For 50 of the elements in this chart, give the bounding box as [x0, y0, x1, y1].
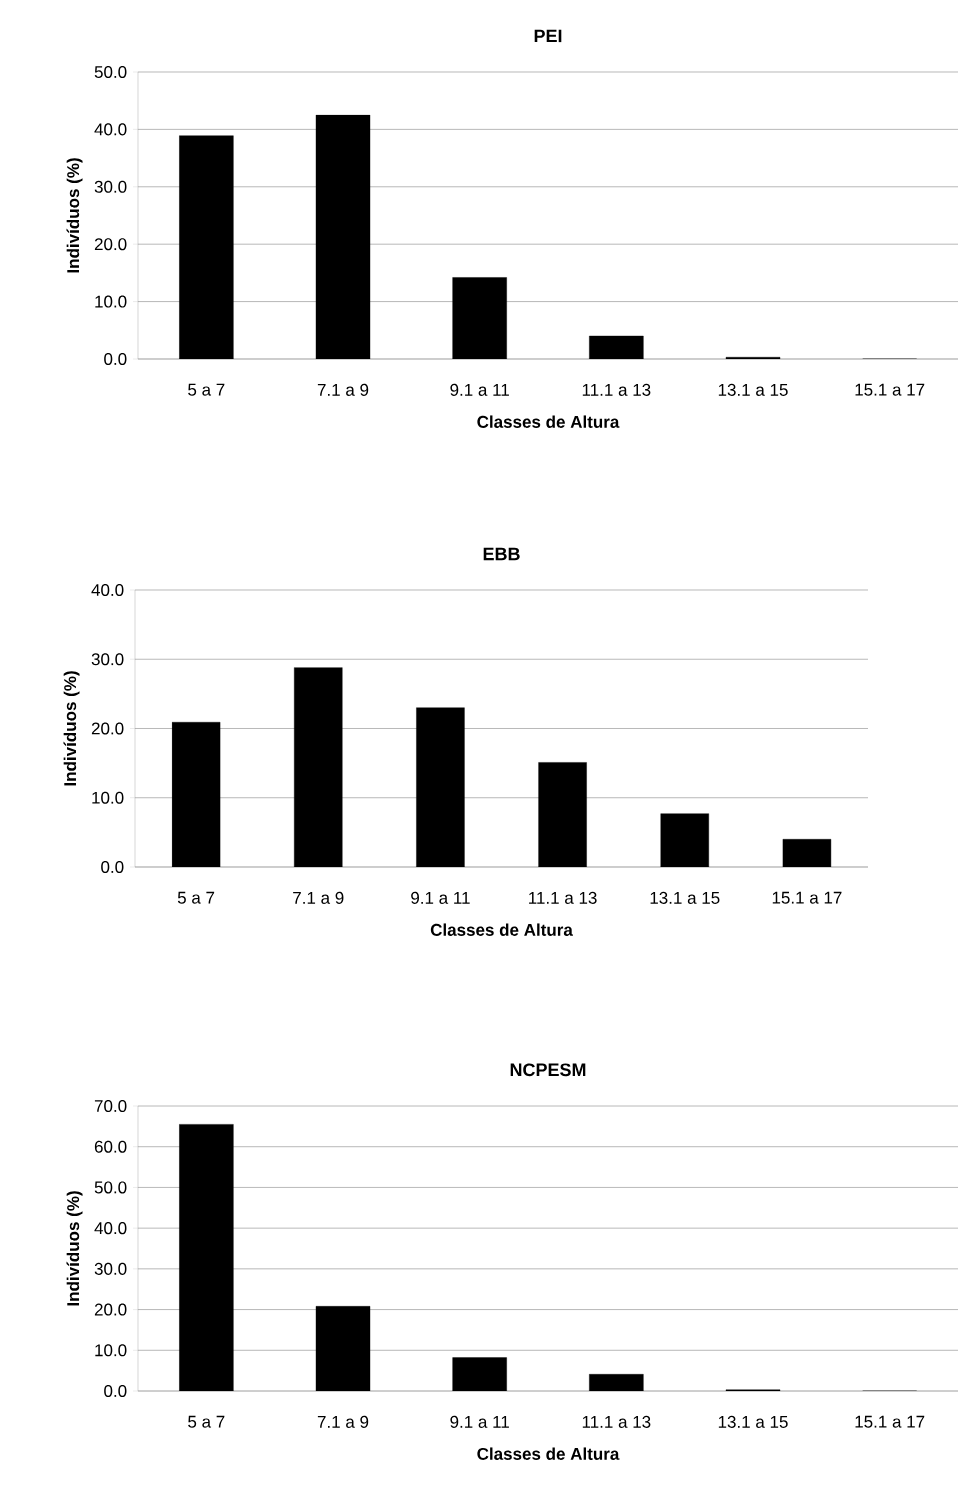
x-tick-label: 13.1 a 15	[718, 383, 788, 396]
y-tick-label: 0.0	[104, 352, 127, 366]
y-axis-title: Indivíduos (%)	[66, 158, 83, 273]
y-tick-label: 30.0	[91, 653, 124, 666]
x-tick-label: 5 a 7	[188, 1415, 225, 1428]
y-tick-label: 40.0	[94, 123, 127, 136]
y-tick-label: 70.0	[94, 1099, 127, 1113]
bar	[315, 114, 371, 359]
y-tick-label: 40.0	[91, 583, 124, 597]
x-tick-label: 11.1 a 13	[582, 1415, 651, 1428]
x-tick-label: 11.1 a 13	[582, 383, 651, 396]
y-tick-label: 20.0	[94, 238, 127, 251]
y-tick-label: 0.0	[101, 860, 124, 874]
y-tick-label: 20.0	[94, 1303, 127, 1316]
y-tick-label: 20.0	[91, 722, 124, 735]
x-tick-label: 7.1 a 9	[317, 383, 369, 396]
chart-title: NCPESM	[510, 1063, 586, 1077]
bar	[179, 135, 234, 359]
bar	[452, 277, 507, 359]
y-axis-title: Indivíduos (%)	[66, 1191, 83, 1306]
y-tick-label: 10.0	[95, 295, 127, 308]
x-tick-label: 15.1 a 17	[772, 891, 842, 904]
x-tick-label: 9.1 a 11	[450, 1415, 509, 1428]
chart-title: EBB	[483, 547, 520, 561]
y-tick-label: 50.0	[94, 65, 127, 79]
x-tick-label: 5 a 7	[177, 891, 215, 904]
x-tick-label: 9.1 a 11	[450, 383, 509, 396]
x-tick-label: 7.1 a 9	[293, 891, 344, 904]
x-axis-title: Classes de Altura	[477, 415, 620, 428]
bar	[589, 335, 644, 359]
y-tick-label: 50.0	[94, 1181, 127, 1194]
x-tick-label: 9.1 a 11	[411, 891, 470, 904]
y-tick-label: 60.0	[94, 1140, 127, 1153]
y-tick-label: 10.0	[92, 791, 124, 804]
x-tick-label: 15.1 a 17	[855, 383, 925, 396]
y-axis-title: Indivíduos (%)	[63, 671, 80, 786]
y-tick-label: 30.0	[94, 1262, 127, 1275]
y-tick-label: 0.0	[104, 1384, 127, 1398]
x-tick-label: 13.1 a 15	[718, 1415, 788, 1428]
y-tick-label: 10.0	[95, 1344, 127, 1357]
y-tick-label: 40.0	[94, 1222, 127, 1235]
x-tick-label: 7.1 a 9	[317, 1415, 369, 1428]
y-tick-label: 30.0	[94, 180, 127, 193]
x-tick-label: 11.1 a 13	[529, 891, 597, 904]
x-tick-label: 5 a 7	[188, 383, 225, 396]
x-tick-label: 15.1 a 17	[855, 1415, 925, 1428]
chart-title: PEI	[534, 29, 562, 43]
x-axis-title: Classes de Altura	[477, 1447, 620, 1460]
x-tick-label: 13.1 a 15	[650, 891, 720, 904]
x-axis-title: Classes de Altura	[430, 923, 573, 936]
